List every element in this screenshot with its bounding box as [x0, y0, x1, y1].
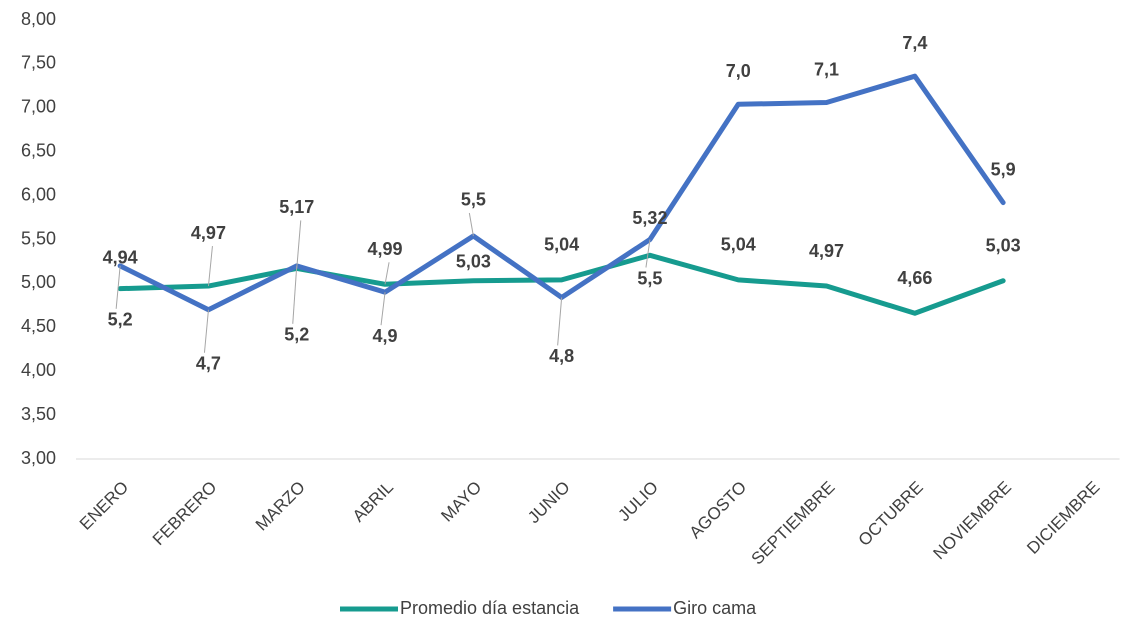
- x-tick-label: NOVIEMBRE: [930, 478, 1016, 564]
- x-tick-label: OCTUBRE: [855, 478, 927, 550]
- x-tick-label: AGOSTO: [686, 478, 751, 543]
- data-label: 4,97: [191, 223, 226, 243]
- data-label: 4,66: [897, 268, 932, 288]
- leader-line: [468, 212, 474, 237]
- legend-label: Giro cama: [673, 598, 757, 618]
- data-label: 5,17: [279, 197, 314, 217]
- data-label: 4,94: [103, 247, 138, 267]
- x-tick-label: FEBRERO: [149, 478, 221, 550]
- y-tick-label: 4,00: [21, 360, 56, 380]
- data-label: 5,04: [544, 235, 579, 255]
- data-label: 5,5: [637, 268, 662, 288]
- data-label: 5,03: [456, 252, 491, 272]
- leader-line: [292, 265, 298, 324]
- leader-line: [557, 297, 563, 346]
- leader-line: [645, 239, 651, 268]
- leader-line: [384, 262, 390, 285]
- y-tick-label: 6,50: [21, 140, 56, 160]
- leader-line: [115, 265, 121, 309]
- leader-line: [207, 245, 213, 287]
- data-label: 5,2: [108, 310, 133, 330]
- y-tick-label: 3,50: [21, 404, 56, 424]
- legend-label: Promedio día estancia: [400, 598, 580, 618]
- leader-line: [203, 309, 209, 353]
- data-label: 7,1: [814, 59, 839, 79]
- data-label: 5,32: [632, 208, 667, 228]
- y-tick-label: 6,00: [21, 184, 56, 204]
- x-tick-label: MARZO: [252, 478, 309, 535]
- data-label: 5,03: [986, 236, 1021, 256]
- data-label: 4,7: [196, 353, 221, 373]
- data-label: 4,97: [809, 241, 844, 261]
- data-label: 4,99: [368, 239, 403, 259]
- x-tick-label: DICIEMBRE: [1023, 478, 1103, 558]
- y-tick-label: 7,00: [21, 97, 56, 117]
- data-label: 5,5: [461, 190, 486, 210]
- data-label: 4,9: [373, 326, 398, 346]
- data-label: 5,9: [991, 159, 1016, 179]
- leader-line: [296, 220, 302, 269]
- series-line: [117, 252, 1006, 316]
- y-tick-label: 7,50: [21, 53, 56, 73]
- data-label: 4,8: [549, 346, 574, 366]
- y-tick-label: 5,50: [21, 228, 56, 248]
- y-tick-label: 4,50: [21, 316, 56, 336]
- x-tick-label: JULIO: [614, 478, 662, 526]
- x-tick-label: MAYO: [437, 478, 485, 526]
- y-tick-label: 5,00: [21, 272, 56, 292]
- leader-line: [380, 292, 386, 326]
- data-label: 5,04: [721, 235, 756, 255]
- data-label: 7,0: [726, 61, 751, 81]
- x-tick-label: ABRIL: [349, 478, 397, 526]
- data-label: 7,4: [902, 33, 927, 53]
- y-tick-label: 3,00: [21, 448, 56, 468]
- y-tick-label: 8,00: [21, 9, 56, 29]
- x-tick-label: SEPTIEMBRE: [748, 478, 839, 569]
- x-tick-label: JUNIO: [524, 478, 573, 527]
- x-tick-label: ENERO: [76, 478, 132, 534]
- data-label: 5,2: [284, 325, 309, 345]
